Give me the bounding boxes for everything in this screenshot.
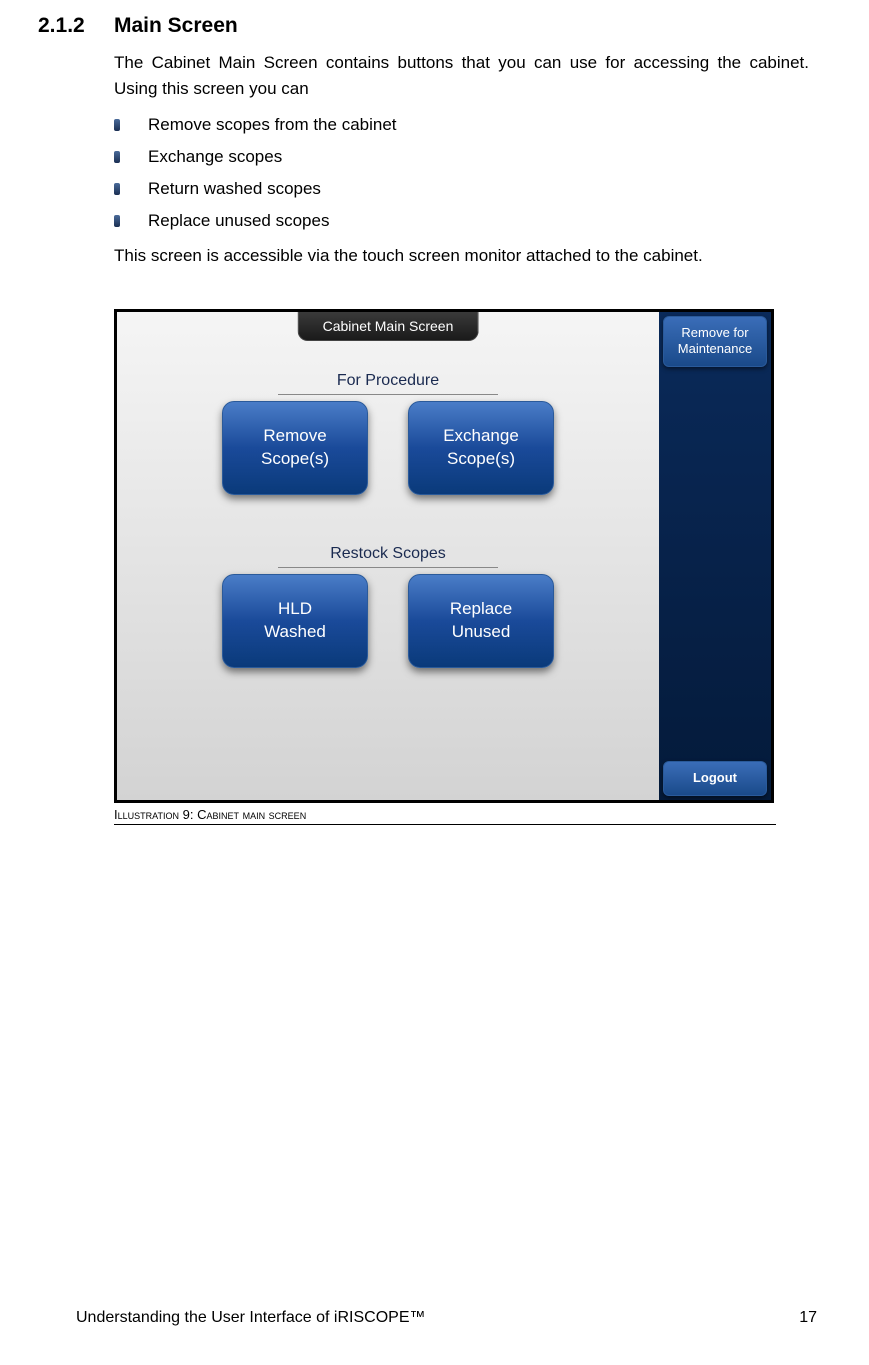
hld-washed-button[interactable]: HLD Washed [222, 574, 368, 668]
cabinet-main-screenshot: Cabinet Main Screen For Procedure Remove… [114, 309, 774, 803]
exchange-scopes-button[interactable]: Exchange Scope(s) [408, 401, 554, 495]
remove-scopes-button[interactable]: Remove Scope(s) [222, 401, 368, 495]
bullet-text: Replace unused scopes [148, 211, 329, 231]
remove-for-maintenance-button[interactable]: Remove for Maintenance [663, 316, 767, 368]
list-item: Remove scopes from the cabinet [114, 115, 809, 135]
closing-paragraph: This screen is accessible via the touch … [114, 243, 809, 269]
list-item: Exchange scopes [114, 147, 809, 167]
section-label-restock: Restock Scopes [278, 545, 498, 568]
page-footer: Understanding the User Interface of iRIS… [0, 1309, 869, 1327]
bullet-icon [114, 151, 120, 163]
list-item: Return washed scopes [114, 179, 809, 199]
list-item: Replace unused scopes [114, 211, 809, 231]
bullet-text: Remove scopes from the cabinet [148, 115, 397, 135]
bullet-list: Remove scopes from the cabinet Exchange … [114, 115, 809, 231]
heading-title: Main Screen [114, 14, 238, 38]
bullet-icon [114, 215, 120, 227]
illustration: Cabinet Main Screen For Procedure Remove… [114, 309, 776, 825]
bullet-text: Return washed scopes [148, 179, 321, 199]
illustration-caption: Illustration 9: Cabinet main screen [114, 807, 776, 825]
page-number: 17 [799, 1309, 817, 1327]
bullet-icon [114, 183, 120, 195]
logout-button[interactable]: Logout [663, 761, 767, 796]
section-heading: 2.1.2 Main Screen [38, 14, 809, 38]
heading-number: 2.1.2 [38, 14, 114, 38]
screenshot-sidebar: Remove for Maintenance Logout [659, 312, 771, 800]
bullet-icon [114, 119, 120, 131]
screenshot-title: Cabinet Main Screen [298, 312, 479, 341]
screenshot-main-area: Cabinet Main Screen For Procedure Remove… [117, 312, 659, 800]
section-label-procedure: For Procedure [278, 372, 498, 395]
footer-title: Understanding the User Interface of iRIS… [76, 1309, 426, 1327]
replace-unused-button[interactable]: Replace Unused [408, 574, 554, 668]
intro-paragraph: The Cabinet Main Screen contains buttons… [114, 50, 809, 101]
bullet-text: Exchange scopes [148, 147, 282, 167]
